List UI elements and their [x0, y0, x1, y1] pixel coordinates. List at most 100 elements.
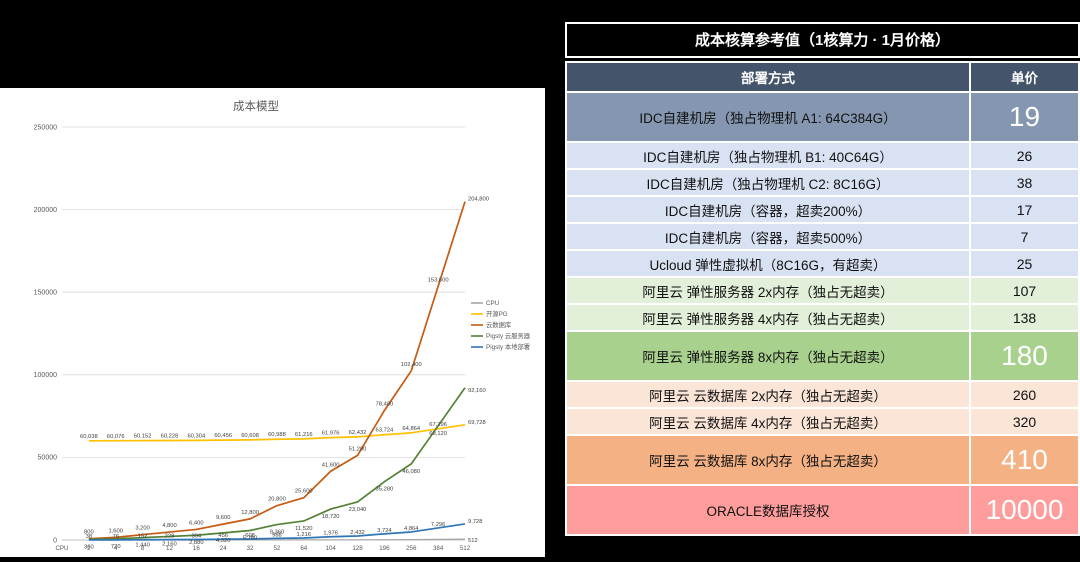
svg-text:60,152: 60,152	[134, 434, 152, 440]
svg-text:456: 456	[218, 533, 228, 539]
svg-text:512: 512	[460, 545, 471, 552]
svg-text:988: 988	[272, 532, 282, 538]
svg-text:1,600: 1,600	[108, 528, 123, 534]
svg-text:60,228: 60,228	[161, 434, 179, 440]
svg-text:云数据库: 云数据库	[486, 320, 511, 329]
deploy-method-cell: 阿里云 弹性服务器 8x内存（独占无超卖）	[565, 330, 971, 382]
y-axis: 0 50000 100000 150000 200000 250000	[34, 124, 465, 544]
price-cell: 10000	[969, 484, 1080, 536]
price-cell: 410	[969, 434, 1080, 486]
svg-text:46,080: 46,080	[402, 469, 420, 475]
svg-text:128: 128	[352, 545, 363, 552]
table-row: Ucloud 弹性虚拟机（8C16G，有超卖） 25	[565, 249, 1080, 278]
svg-text:11,520: 11,520	[295, 526, 312, 532]
svg-text:228: 228	[165, 534, 175, 540]
svg-text:64: 64	[300, 545, 307, 552]
svg-text:64,864: 64,864	[402, 426, 421, 432]
svg-text:60,988: 60,988	[268, 432, 286, 438]
deploy-method-cell: 阿里云 云数据库 2x内存（独占无超卖）	[565, 380, 971, 409]
svg-text:4,800: 4,800	[162, 523, 177, 529]
svg-text:16: 16	[193, 545, 200, 552]
svg-text:61,216: 61,216	[295, 432, 313, 438]
deploy-method-cell: IDC自建机房（独占物理机 C2: 8C16G）	[565, 168, 971, 197]
svg-text:20,800: 20,800	[268, 497, 286, 503]
svg-text:60,038: 60,038	[80, 434, 98, 440]
column-header-unit-price: 单价	[969, 61, 1080, 93]
svg-text:104: 104	[326, 545, 337, 552]
deploy-method-cell: 阿里云 云数据库 4x内存（独占无超卖）	[565, 407, 971, 436]
svg-text:4: 4	[114, 545, 118, 552]
svg-text:62,432: 62,432	[349, 430, 367, 436]
svg-text:9,600: 9,600	[216, 515, 231, 521]
svg-text:204,800: 204,800	[468, 197, 489, 203]
data-labels: 512 60,038 60,076 60,152 60,228 60,304 60,456 6…	[80, 197, 489, 551]
svg-text:200000: 200000	[34, 207, 57, 214]
svg-text:4,864: 4,864	[404, 526, 419, 532]
series-3	[88, 387, 466, 541]
svg-text:360: 360	[84, 544, 94, 550]
svg-text:52: 52	[273, 545, 280, 552]
table-row: 阿里云 云数据库 4x内存（独占无超卖） 320	[565, 407, 1080, 436]
cost-reference-table: 部署方式 单价 IDC自建机房（独占物理机 A1: 64C384G） 19 IDC自…	[565, 61, 1080, 536]
deploy-method-cell: Ucloud 弹性虚拟机（8C16G，有超卖）	[565, 249, 971, 278]
svg-text:3,200: 3,200	[135, 526, 150, 532]
cost-reference-panel: 成本核算参考值（1核算力 · 1月价格） 部署方式 单价 IDC自建机房（独占物…	[565, 22, 1080, 536]
svg-text:9,728: 9,728	[468, 519, 483, 525]
svg-text:7,296: 7,296	[431, 522, 446, 528]
svg-text:4,320: 4,320	[216, 538, 231, 544]
table-row: IDC自建机房（独占物理机 A1: 64C384G） 19	[565, 91, 1080, 143]
column-header-deploy-method: 部署方式	[565, 61, 971, 93]
svg-text:196: 196	[379, 545, 390, 552]
price-cell: 260	[969, 380, 1080, 409]
cost-model-chart-panel: 成本模型 0 50000 100000 150000 200000 250000 CPU 2 4 8…	[0, 88, 545, 557]
price-cell: 7	[969, 222, 1080, 251]
svg-text:1,976: 1,976	[323, 531, 338, 537]
svg-text:2,160: 2,160	[162, 541, 177, 547]
table-row: IDC自建机房（独占物理机 B1: 40C64G） 26	[565, 141, 1080, 170]
svg-text:60,304: 60,304	[187, 433, 206, 439]
svg-text:Pigsty 云服务器: Pigsty 云服务器	[486, 331, 531, 340]
svg-text:61,976: 61,976	[322, 431, 340, 437]
svg-text:6,400: 6,400	[189, 520, 204, 526]
svg-text:250000: 250000	[34, 124, 57, 131]
svg-text:25,600: 25,600	[295, 489, 313, 495]
table-row: 阿里云 弹性服务器 8x内存（独占无超卖） 180	[565, 330, 1080, 382]
deploy-method-cell: IDC自建机房（容器，超卖200%）	[565, 195, 971, 224]
svg-text:8: 8	[141, 545, 145, 552]
svg-text:2,880: 2,880	[189, 540, 204, 546]
svg-text:153,600: 153,600	[428, 277, 449, 283]
svg-text:76: 76	[113, 534, 119, 540]
price-cell: 26	[969, 141, 1080, 170]
svg-text:720: 720	[111, 544, 121, 550]
table-row: 阿里云 云数据库 2x内存（独占无超卖） 260	[565, 380, 1080, 409]
svg-text:304: 304	[191, 533, 201, 539]
svg-text:38: 38	[86, 534, 92, 540]
svg-text:3,724: 3,724	[377, 528, 392, 534]
deploy-method-cell: 阿里云 弹性服务器 4x内存（独占无超卖）	[565, 303, 971, 332]
svg-text:63,724: 63,724	[376, 428, 395, 434]
svg-text:256: 256	[406, 545, 417, 552]
table-row: 阿里云 弹性服务器 2x内存（独占无超卖） 107	[565, 276, 1080, 305]
svg-text:23,040: 23,040	[349, 507, 367, 513]
svg-text:0: 0	[53, 537, 57, 544]
svg-text:1,440: 1,440	[135, 543, 150, 549]
svg-text:32: 32	[247, 545, 254, 552]
svg-text:2: 2	[87, 545, 91, 552]
deploy-method-cell: IDC自建机房（独占物理机 B1: 40C64G）	[565, 141, 971, 170]
svg-text:60,456: 60,456	[214, 433, 232, 439]
deploy-method-cell: IDC自建机房（容器，超卖500%）	[565, 222, 971, 251]
svg-text:102,400: 102,400	[401, 362, 422, 368]
table-row: ORACLE数据库授权 10000	[565, 484, 1080, 536]
series-4	[88, 523, 466, 541]
svg-text:5,760: 5,760	[243, 535, 258, 541]
deploy-method-cell: ORACLE数据库授权	[565, 484, 971, 536]
svg-text:800: 800	[84, 530, 94, 536]
table-row: IDC自建机房（容器，超卖500%） 7	[565, 222, 1080, 251]
svg-text:CPU: CPU	[55, 545, 68, 552]
svg-text:2,432: 2,432	[350, 530, 365, 536]
price-cell: 25	[969, 249, 1080, 278]
svg-text:60,076: 60,076	[107, 434, 125, 440]
svg-text:41,600: 41,600	[322, 462, 340, 468]
svg-text:1,216: 1,216	[297, 532, 312, 538]
series-1	[88, 423, 466, 442]
